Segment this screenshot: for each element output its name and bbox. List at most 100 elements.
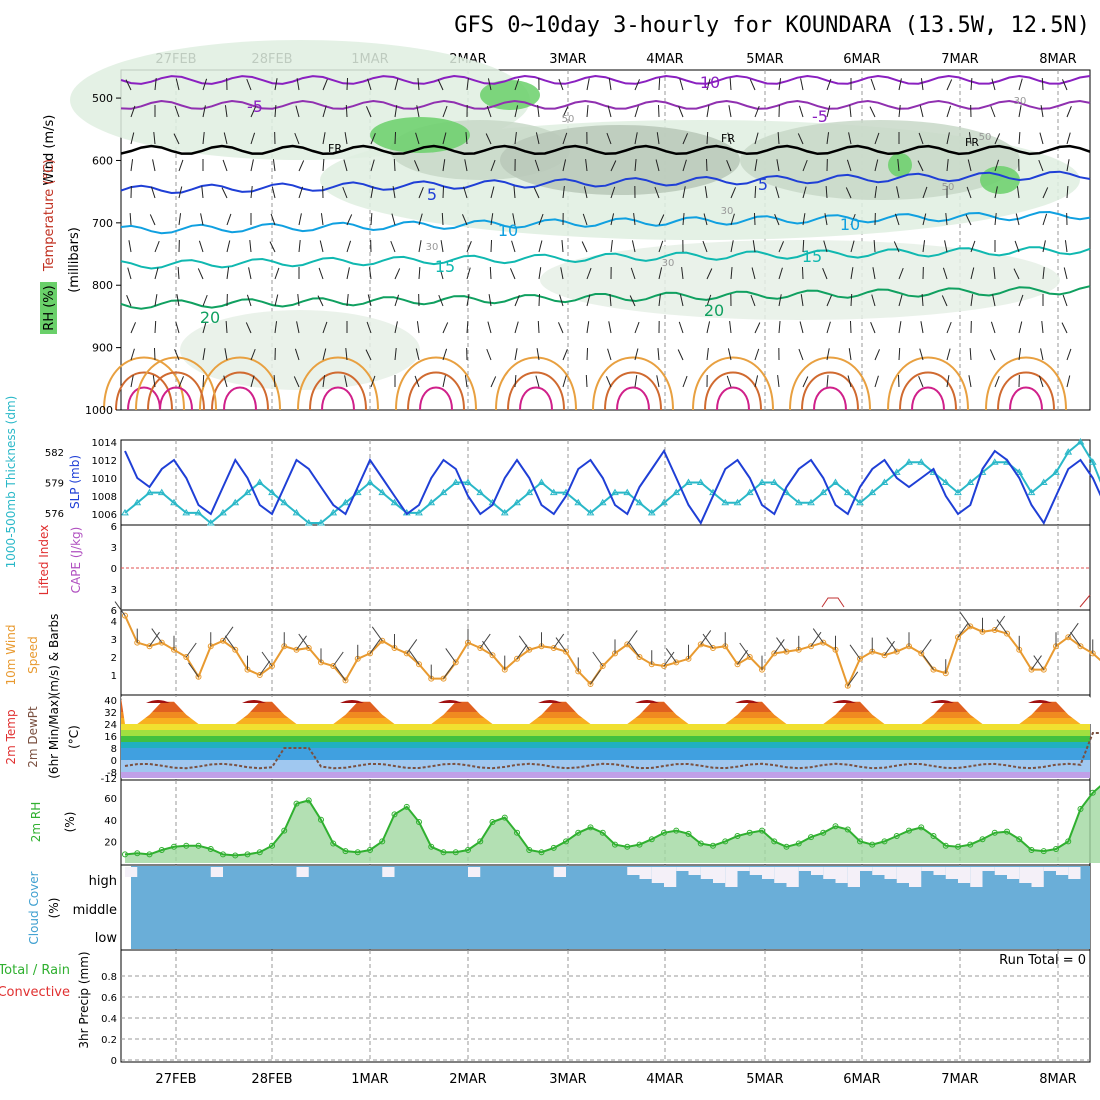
wind-barb — [728, 105, 732, 118]
thickness-tick-label: 582 — [45, 448, 64, 459]
wind-barb — [509, 268, 516, 280]
wind-barb — [370, 186, 374, 199]
rh-line-point — [918, 824, 925, 831]
wind-barb — [465, 132, 468, 145]
wind-barb — [798, 348, 804, 361]
y-tick-label: 1000 — [85, 404, 113, 417]
wind-barb — [130, 322, 137, 334]
wind-barb — [631, 240, 636, 253]
wind-barb — [442, 105, 448, 118]
max-temp-cap — [438, 700, 462, 703]
wind-barb — [293, 376, 300, 388]
surface-wind-barb — [957, 622, 969, 638]
wind-barb — [298, 240, 301, 253]
wind-barb — [128, 240, 132, 253]
slp-tick-label: 1014 — [92, 438, 117, 449]
wind-barb — [418, 213, 423, 226]
wind-barb — [898, 267, 904, 280]
wind-barb — [945, 213, 948, 226]
degc-axis-title: (°C) — [67, 725, 81, 749]
contour-label: 50 — [562, 114, 575, 125]
wind-barb — [942, 267, 948, 280]
wind-barb — [874, 375, 879, 388]
wind-barb — [298, 213, 302, 226]
y-tick-label: 500 — [92, 92, 113, 105]
surface-wind-barb — [959, 612, 971, 627]
wind-barb — [970, 78, 973, 91]
wind-barb — [730, 187, 737, 199]
thickness-line-point — [1027, 488, 1036, 496]
wind-barb — [970, 267, 975, 280]
cloud-level-label: middle — [73, 903, 117, 918]
wind-barb — [344, 375, 348, 388]
wind-barb — [730, 240, 734, 253]
wind-barb — [561, 240, 564, 253]
wind-barb — [394, 268, 401, 280]
wind-speed-line-point — [673, 659, 680, 666]
wind-barb — [130, 375, 134, 388]
rh-line-point — [563, 838, 569, 845]
lifted-tick-label: 3 — [111, 543, 117, 554]
contour-label: 5 — [758, 175, 768, 194]
wind-barb — [557, 322, 564, 334]
boundary-layer-contour — [507, 371, 565, 411]
wind-barb — [706, 321, 711, 334]
wind-barb — [154, 321, 157, 334]
rh-line-point — [575, 829, 582, 836]
cloud-fill — [131, 866, 1090, 949]
wind-barb — [512, 213, 516, 226]
precip-tick-label: 0.8 — [101, 972, 117, 983]
wind-barb — [630, 267, 636, 280]
wind-barb — [533, 187, 540, 199]
surface-wind-barb — [443, 664, 454, 679]
thickness-line-point — [170, 498, 178, 506]
wind-barb — [969, 348, 972, 361]
wind-barb — [682, 186, 686, 199]
wind-speed-line-point — [771, 650, 778, 657]
wind-speed-line-point — [930, 666, 937, 673]
chart-title: GFS 0~10day 3-hourly for KOUNDARA (13.5W… — [454, 13, 1090, 38]
surface-wind-barb — [149, 631, 160, 647]
wind-barb — [870, 322, 876, 334]
temp-tick-label: 8 — [111, 744, 117, 755]
wind-barb — [370, 213, 373, 226]
wind-barb — [802, 240, 805, 253]
wind-barb — [778, 267, 783, 280]
max-temp-cap — [735, 700, 759, 703]
contour-label: FR — [965, 136, 979, 149]
rh-line-point — [783, 843, 790, 850]
temp-tick-label: 40 — [104, 696, 117, 707]
temperature-band — [121, 748, 1090, 760]
wind-barb — [562, 186, 565, 199]
wind-barb — [845, 187, 852, 199]
wind-barb — [437, 79, 444, 91]
rh-swatch — [40, 282, 57, 334]
wind-barb — [442, 159, 446, 172]
wind-barb — [727, 132, 732, 145]
thickness-line-point — [586, 508, 595, 516]
wind-barb — [250, 375, 255, 388]
thickness-line-point — [231, 498, 240, 506]
thickness-line-point — [1052, 468, 1060, 475]
rh-line-point — [550, 844, 557, 851]
wind-barb — [322, 159, 325, 172]
wind-speed-line-point — [661, 663, 667, 669]
wind-barb — [346, 214, 353, 226]
wind-speed-line-point — [636, 654, 643, 660]
contour-label: 30 — [426, 242, 439, 253]
thickness-line-point — [451, 478, 460, 485]
wind-speed-line-point — [1040, 666, 1047, 673]
cape-axis-title: CAPE (J/kg) — [69, 527, 83, 594]
wind-barb — [706, 348, 709, 361]
wind-barb — [1014, 240, 1020, 253]
rh-area — [125, 786, 1100, 863]
wind-barb — [200, 213, 204, 226]
wind-speed-line-point — [563, 648, 569, 655]
rh-line-point — [232, 852, 239, 859]
boundary-layer-contour — [985, 356, 1067, 411]
temp-tick-label: 32 — [104, 708, 117, 719]
high-cloud-gap — [921, 867, 934, 871]
temp-axis-title: 2m Temp — [4, 709, 18, 764]
wind-barb — [634, 348, 639, 361]
wind-barb — [322, 375, 326, 388]
